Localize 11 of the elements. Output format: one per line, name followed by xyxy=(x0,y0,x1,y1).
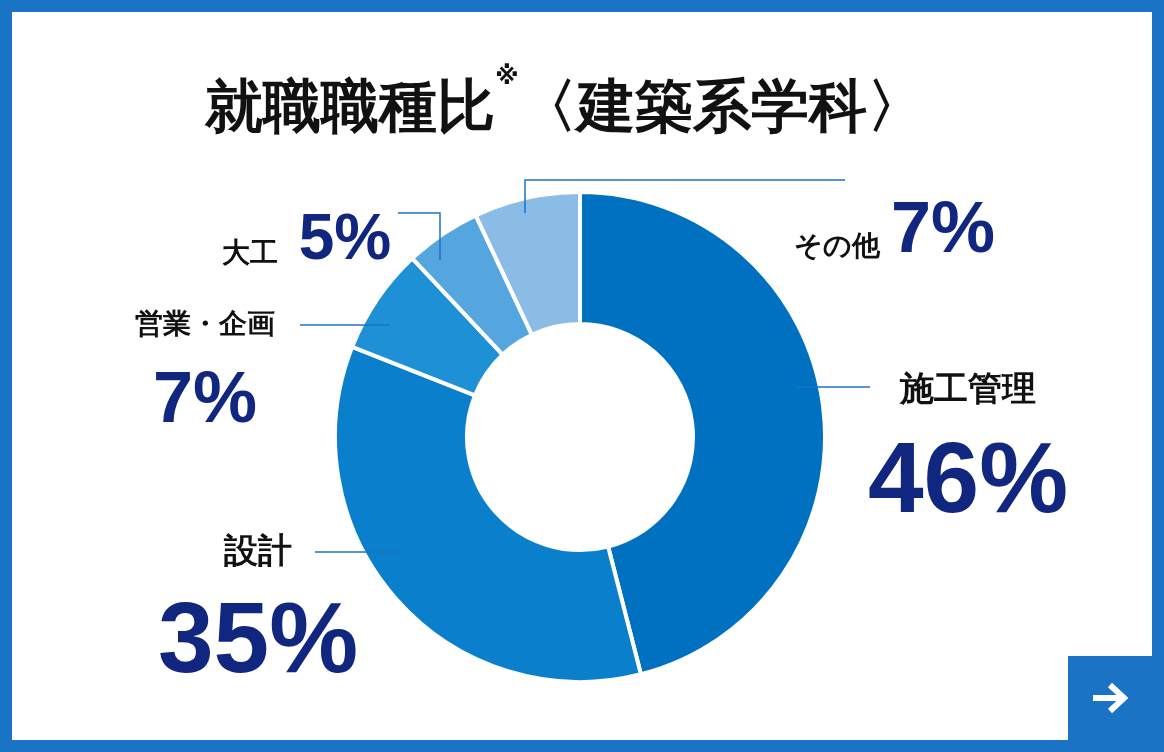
slice-label: その他 xyxy=(794,229,881,262)
slice-label: 施工管理 xyxy=(899,368,1036,408)
data-label: 35% xyxy=(157,581,359,693)
data-label: 7% xyxy=(152,357,258,437)
data-label: 7% xyxy=(890,187,996,267)
slice-label: 大工 xyxy=(222,236,278,269)
chart-title: 就職職種比$^{※}$〈建築系学科〉 xyxy=(203,62,926,142)
data-label: 5% xyxy=(298,201,392,273)
slice-label: 営業・企画 xyxy=(135,307,275,340)
data-label: 46% xyxy=(867,421,1069,533)
slice-label: 設計 xyxy=(223,530,292,570)
